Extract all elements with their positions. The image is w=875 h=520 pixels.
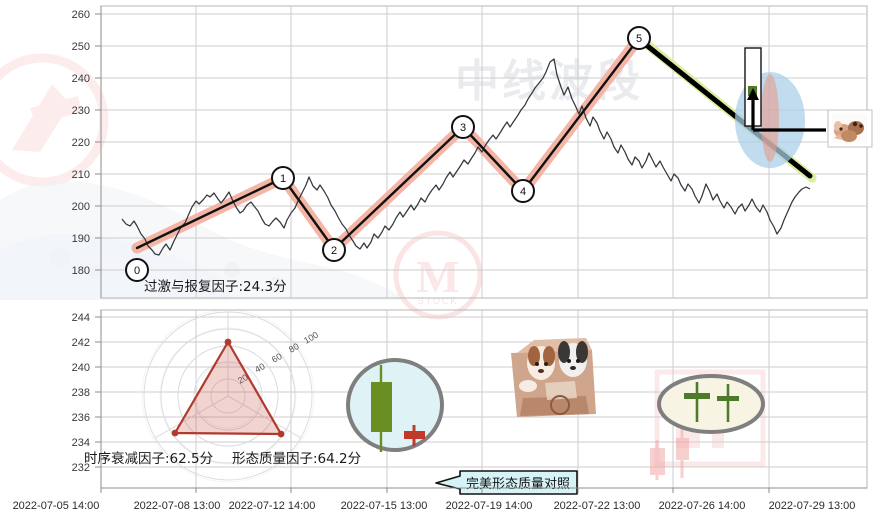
radar-polygon [173, 340, 283, 436]
wave-marker-3: 3 [451, 115, 475, 139]
price-y-ticks [95, 13, 101, 271]
x-axis-ticks [100, 488, 770, 493]
wave-marker-label: 5 [636, 33, 642, 45]
price-y-tick-label: 260 [72, 9, 90, 21]
x-tick-label: 2022-07-29 13:00 [769, 500, 856, 512]
x-tick-label: 2022-07-15 13:00 [341, 500, 428, 512]
x-tick-label: 2022-07-26 14:00 [659, 500, 746, 512]
price-plot-content [121, 32, 826, 256]
price-line [121, 58, 811, 256]
factor-plot-content: 20 40 60 80 100 [143, 311, 765, 481]
wave-marker-label: 3 [460, 122, 466, 134]
elliott-wave-line [135, 36, 641, 251]
factor-y-tick-label: 236 [72, 412, 90, 424]
price-panel: 260 250 240 230 220 210 200 190 180 [72, 5, 868, 299]
candle-body-green [371, 382, 392, 432]
factor-y-tick-label: 242 [72, 337, 90, 349]
doji-candle-right [717, 384, 739, 422]
puppies-image [511, 338, 596, 417]
x-tick-label: 2022-07-19 14:00 [446, 500, 533, 512]
excess-retaliation-factor-label: 过激与报复因子:24.3分 [144, 278, 287, 295]
x-tick-label: 2022-07-08 13:00 [134, 500, 221, 512]
dog-thumbnail-image [834, 121, 864, 142]
wave-marker-label: 1 [280, 173, 286, 185]
factor-panel-gridlines [101, 310, 867, 488]
time-decay-factor-label: 时序衰减因子:62.5分 [84, 450, 213, 467]
pattern-highlight-right [657, 374, 765, 434]
watermark-m-sub: STOCK [418, 296, 459, 306]
radar-tick-label: 60 [270, 351, 284, 365]
dog-thumbnail-box [827, 109, 873, 148]
elliott-wave-markers: 0 1 2 3 4 5 [125, 26, 651, 282]
x-tick-label: 2022-07-22 13:00 [554, 500, 641, 512]
radar-chart: 20 40 60 80 100 [143, 311, 320, 481]
price-y-tick-label: 250 [72, 41, 90, 53]
highlight-inner-marker [761, 74, 779, 162]
factor-y-tick-label: 240 [72, 362, 90, 374]
price-y-tick-label: 230 [72, 105, 90, 117]
price-y-tick-label: 240 [72, 73, 90, 85]
doji-candle-left [684, 382, 710, 422]
factor-y-ticks [95, 316, 101, 468]
wave-marker-label: 0 [134, 265, 140, 277]
price-y-tick-label: 190 [72, 233, 90, 245]
pattern-highlight-left [346, 358, 444, 452]
factor-y-tick-label: 232 [72, 462, 90, 474]
wave-marker-1: 1 [271, 166, 295, 190]
wave-marker-2: 2 [322, 238, 346, 262]
factor-y-tick-label: 238 [72, 387, 90, 399]
radar-vertex [171, 429, 179, 437]
price-y-tick-label: 180 [72, 265, 90, 277]
wave-marker-4: 4 [511, 179, 535, 203]
watermark-m-letter: M [416, 251, 459, 302]
up-arrow-marker [747, 88, 759, 130]
radar-tick-label: 40 [253, 361, 267, 375]
background-candles-red [650, 420, 689, 480]
price-panel-y-axis: 260 250 240 230 220 210 200 190 180 [72, 6, 102, 298]
x-axis: 2022-07-05 14:00 2022-07-08 13:00 2022-0… [13, 487, 867, 512]
price-y-tick-label: 200 [72, 201, 90, 213]
watermark-red-circle-left [0, 53, 109, 187]
price-y-tick-label: 210 [72, 169, 90, 181]
wave-marker-5: 5 [627, 26, 651, 50]
x-tick-label: 2022-07-05 14:00 [13, 500, 100, 512]
wave-marker-label: 2 [331, 245, 337, 257]
radar-tick-labels: 20 40 60 80 100 [236, 330, 320, 386]
factor-y-tick-label: 234 [72, 437, 90, 449]
radar-vertex [224, 338, 232, 346]
factor-panel-y-axis: 244 242 240 238 236 234 232 [72, 310, 102, 488]
radar-axes [154, 312, 302, 439]
price-y-tick-label: 220 [72, 137, 90, 149]
pattern-quality-factor-label: 形态质量因子:64.2分 [232, 451, 361, 467]
radar-tick-label: 80 [287, 341, 301, 355]
factor-y-tick-label: 244 [72, 312, 90, 324]
wave-marker-0: 0 [125, 258, 149, 282]
radar-vertex [277, 430, 285, 438]
candle-doji-red [404, 425, 425, 446]
factor-panel: 244 242 240 238 236 234 232 [72, 309, 868, 489]
wave-marker-label: 4 [520, 186, 526, 198]
x-tick-label: 2022-07-12 14:00 [229, 500, 316, 512]
